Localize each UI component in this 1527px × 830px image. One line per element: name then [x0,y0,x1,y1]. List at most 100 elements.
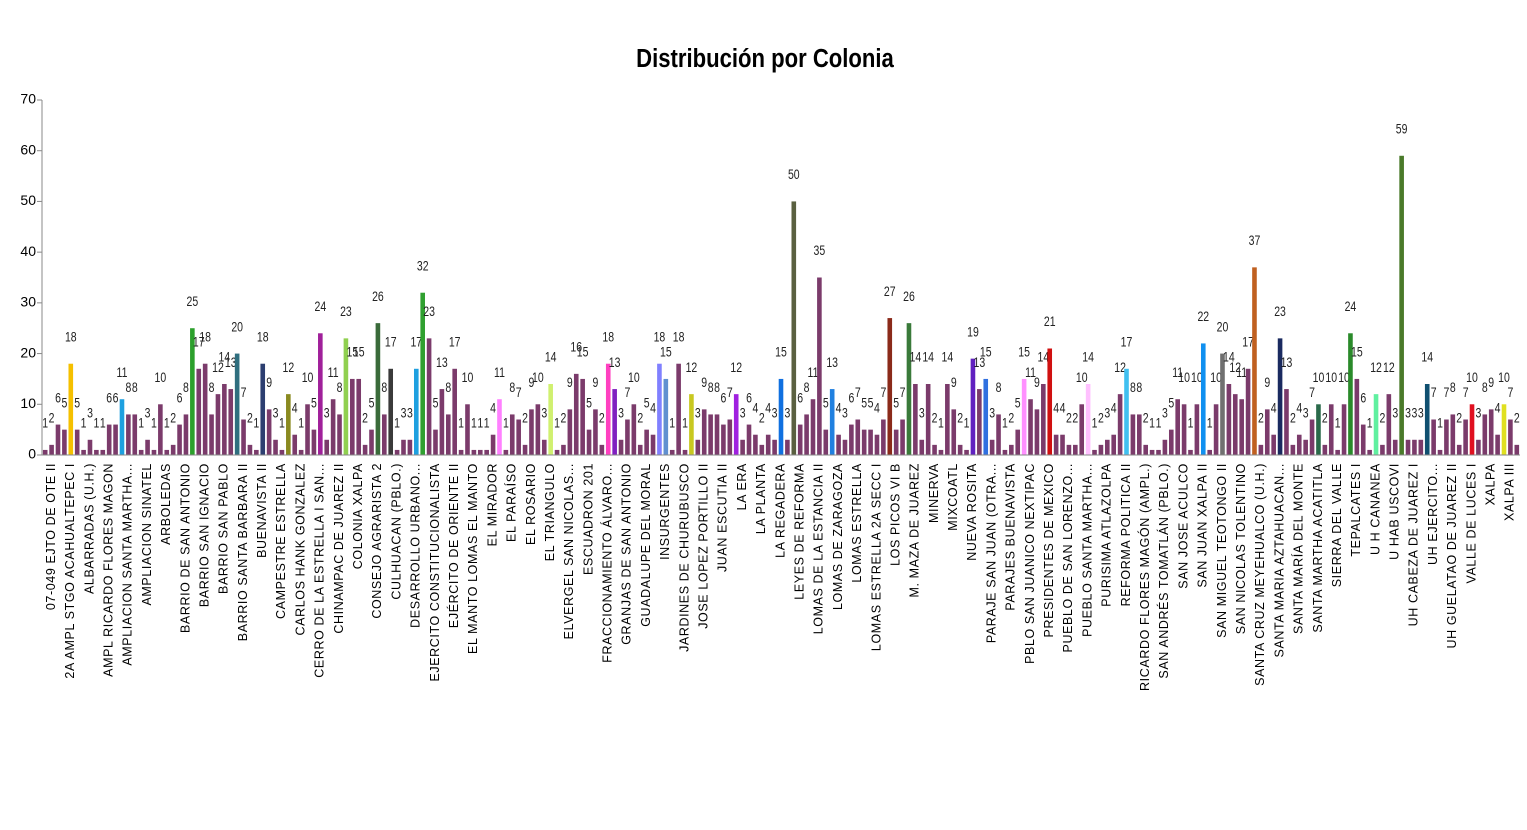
value-label: 3 [1405,405,1411,421]
x-tick-label: PARAJE SAN JUAN (OTRA... [984,463,998,643]
x-tick-label: AMPLIACION SINATEL [140,463,154,606]
value-label: 4 [874,400,880,416]
bar [554,449,560,455]
bar [881,419,886,455]
bar [445,414,451,455]
x-tick-label: XALPA [1484,463,1498,505]
value-label: 8 [996,380,1002,396]
value-label: 11 [328,364,339,380]
value-label: 16 [570,339,582,355]
bar [1405,439,1411,455]
bar [106,424,112,455]
value-label: 10 [1210,370,1222,386]
bar [42,449,48,455]
bar [855,419,861,455]
value-label: 35 [814,243,826,259]
value-label: 10 [302,370,314,386]
x-tick-label: DESARROLLO URBANO... [409,463,423,628]
x-tick-label: 07-049 EJTO DE OTE II [44,463,58,610]
bar [1335,449,1340,455]
bar [970,358,976,455]
bar [1079,404,1085,455]
x-tick-label: ESCUADRON 201 [581,463,595,575]
x-tick-label: VALLE DE LUCES I [1464,463,1478,584]
value-label: 15 [346,344,358,360]
value-label: 1 [1092,415,1098,431]
value-label: 2 [1072,410,1078,426]
value-label: 13 [436,354,448,370]
value-label: 1 [964,415,970,431]
value-label: 5 [61,395,67,411]
x-tick-label: EJÉRCITO DE ORIENTE II [446,463,461,628]
bar [1456,444,1462,455]
value-label: 37 [1249,233,1261,249]
bar [977,389,982,455]
value-label: 11 [117,364,128,380]
value-label: 9 [593,375,599,391]
value-label: 3 [989,405,995,421]
value-label: 2 [932,410,938,426]
x-tick-label: PUEBLO SANTA MARTHA... [1080,463,1094,637]
bar [1021,378,1027,455]
value-label: 5 [74,395,80,411]
x-tick-label: MIXCOATL [946,463,960,531]
bar [74,429,80,455]
bar [1213,404,1219,455]
bar [1514,444,1520,455]
bar [1444,419,1449,455]
value-label: 5 [586,395,592,411]
value-label: 22 [1197,309,1209,325]
bar [68,363,74,455]
value-label: 4 [1495,400,1501,416]
value-label: 24 [1345,299,1357,315]
x-tick-label: LOMAS ESTRELLA 2A SECC I [869,463,883,651]
bar [234,353,240,455]
bar [612,389,617,455]
value-label: 10 [1338,370,1350,386]
bar [1098,444,1104,455]
value-label: 9 [951,375,957,391]
value-label: 1 [1437,415,1443,431]
value-label: 2 [1290,410,1296,426]
bar [727,419,733,455]
value-label: 14 [1421,349,1433,365]
value-label: 8 [509,380,515,396]
value-label: 2 [1380,410,1386,426]
bar [868,429,873,455]
value-label: 18 [65,329,77,345]
value-label: 9 [1264,375,1270,391]
bar [689,394,694,455]
bar [1271,434,1276,455]
value-label: 2 [362,410,368,426]
x-tick-label: EL MIRADOR [485,463,499,546]
bar [996,414,1001,455]
value-label: 14 [545,349,557,365]
value-label: 5 [644,395,650,411]
value-label: 1 [682,415,688,431]
bar [1188,449,1193,455]
x-tick-label: SANTA MARIA AZTAHUACAN... [1272,463,1286,657]
x-tick-label: CAMPESTRE ESTRELLA [274,463,288,619]
value-label: 9 [567,375,573,391]
bar [561,444,566,455]
bar [637,444,643,455]
x-tick-label: EJERCITO CONSTITUCIONALISTA [428,463,442,682]
bar [145,439,150,455]
bar [1348,333,1353,455]
value-label: 1 [100,415,106,431]
bar [394,449,400,455]
bar [254,449,259,455]
value-label: 2 [957,410,963,426]
bar [407,439,413,455]
bar [631,404,637,455]
value-label: 2 [1008,410,1014,426]
value-label: 2 [1258,410,1264,426]
bar [337,414,342,455]
bar [1168,429,1174,455]
value-label: 18 [673,329,685,345]
bar [593,409,598,455]
value-label: 15 [1018,344,1030,360]
x-tick-label: ARBOLEDAS [159,463,173,545]
bar [375,323,381,455]
bar [369,429,374,455]
